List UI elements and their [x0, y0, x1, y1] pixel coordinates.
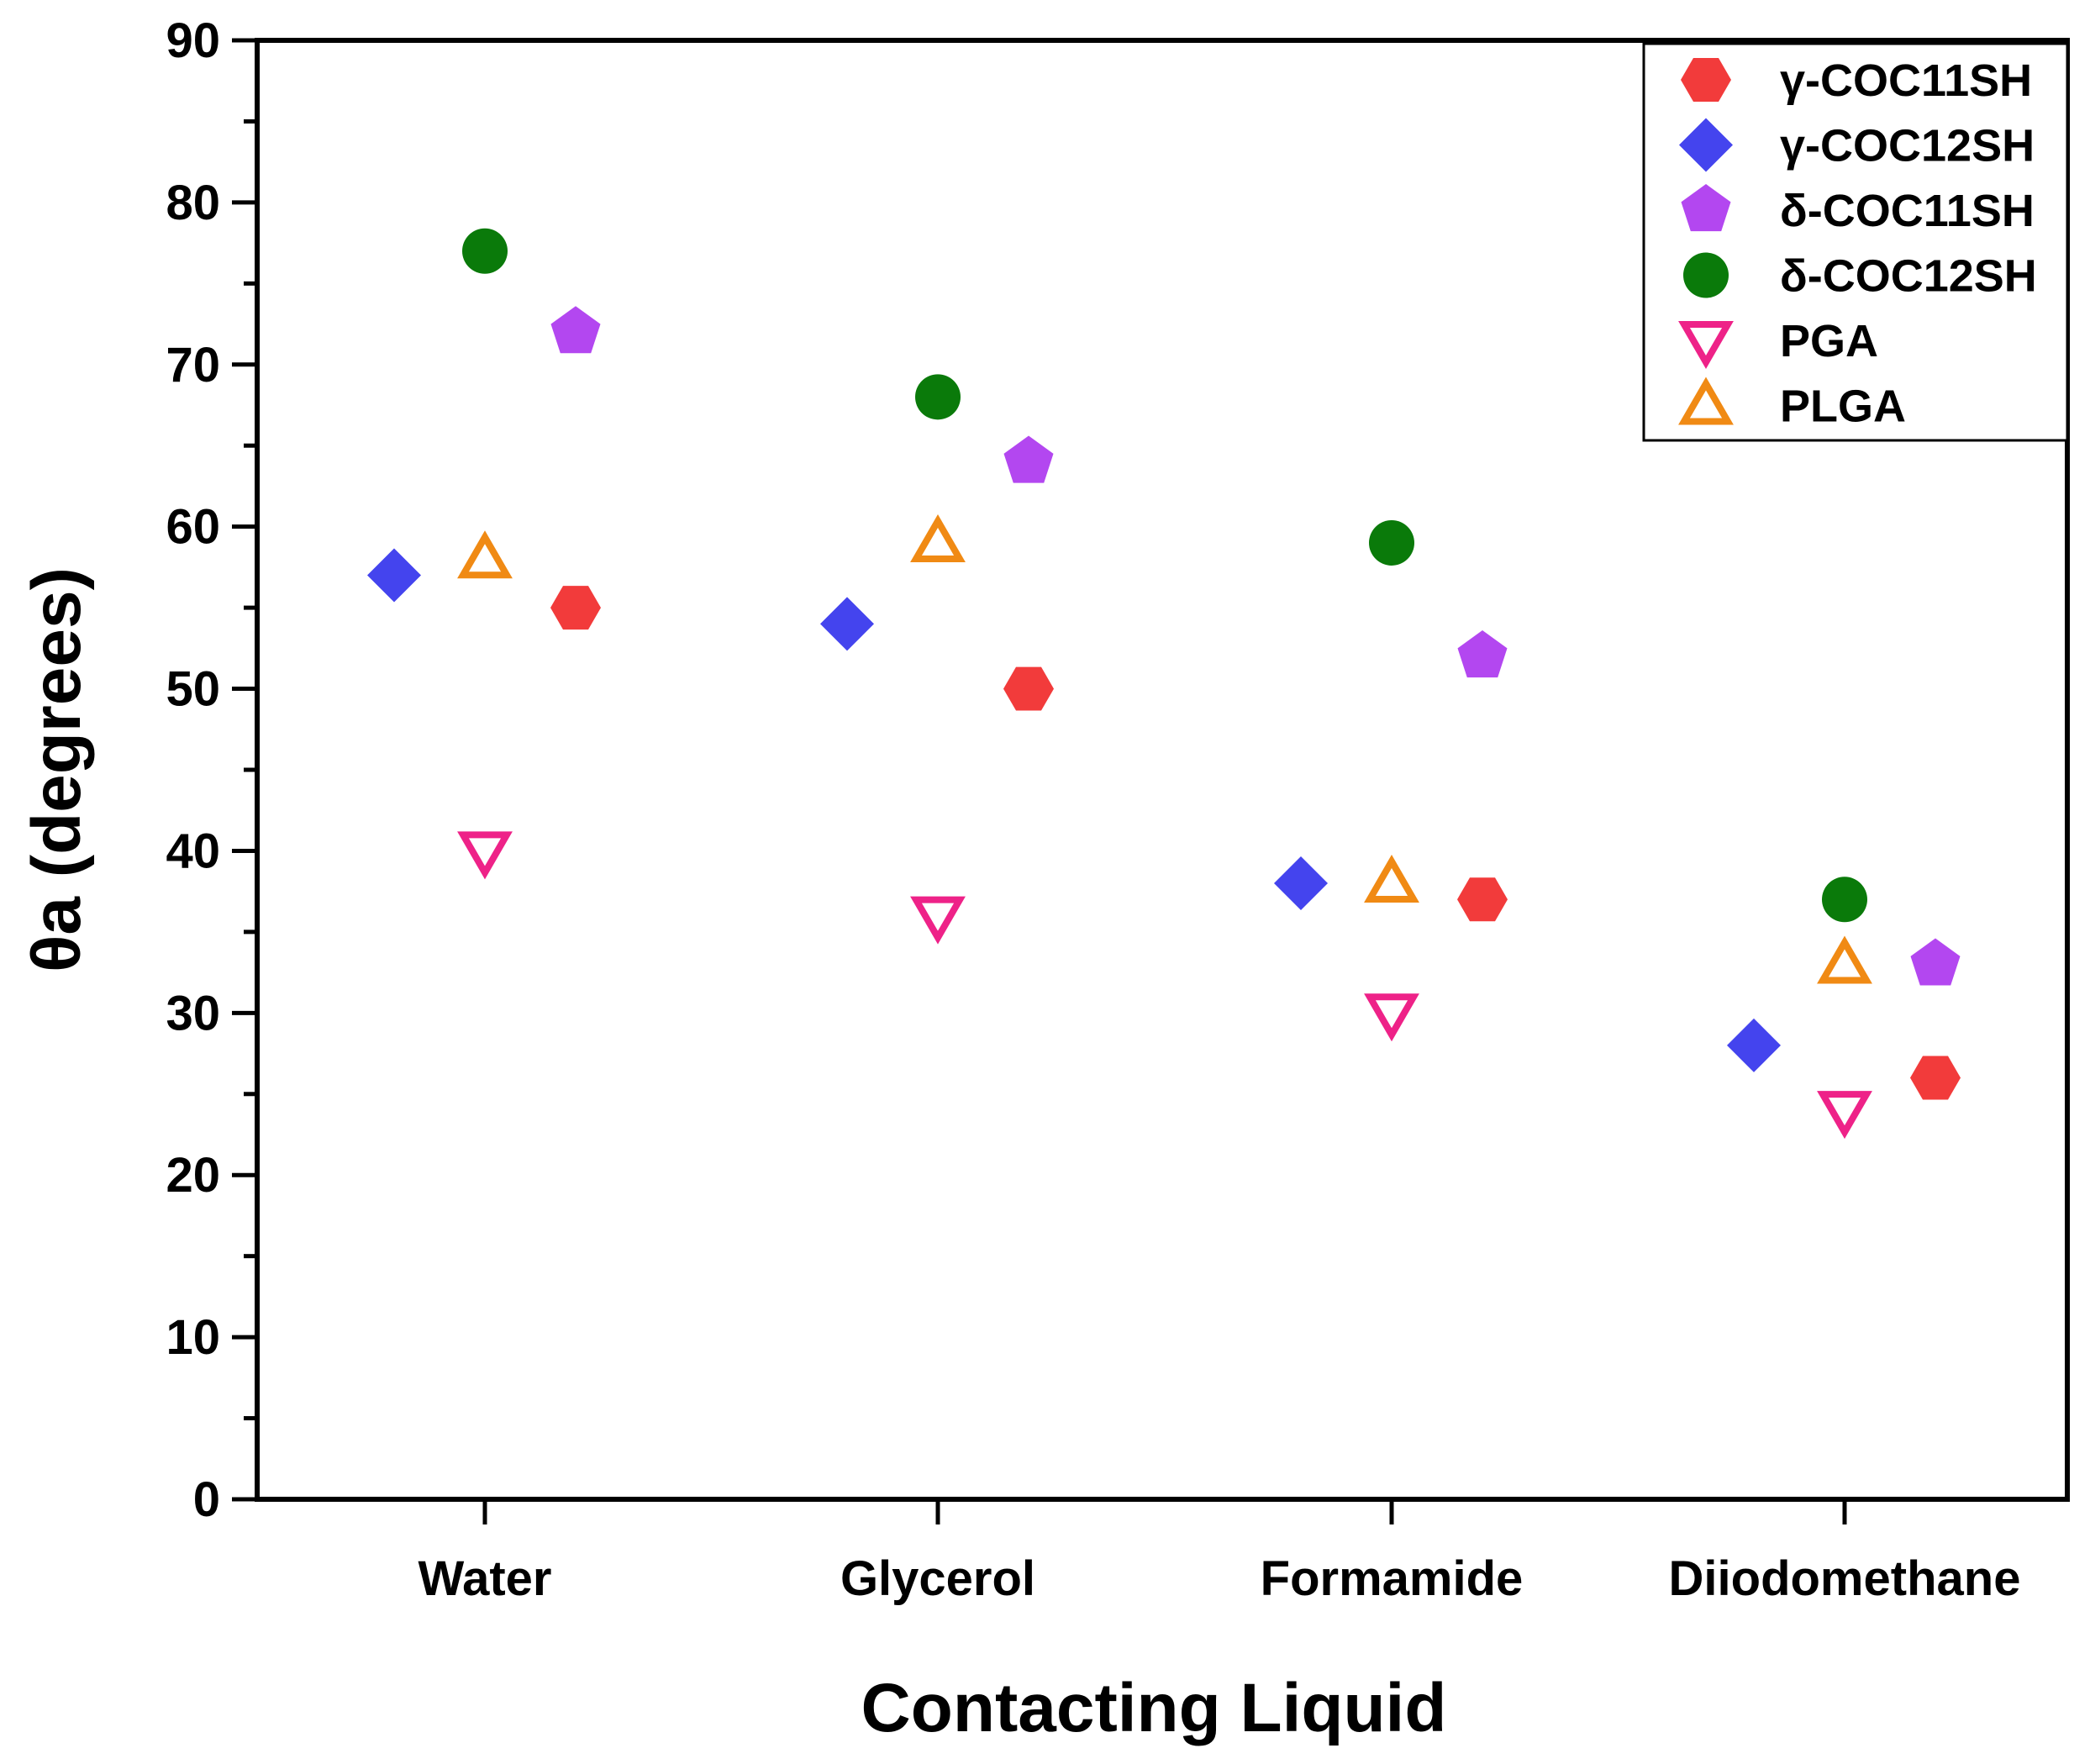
y-tick-label: 60 — [166, 500, 220, 555]
x-tick-label: Water — [419, 1551, 552, 1606]
data-point-coc11sh — [1003, 666, 1054, 711]
y-tick-label: 20 — [166, 1148, 220, 1203]
legend-marker-coc12sh — [1679, 118, 1733, 172]
data-point-coc11sh — [1457, 630, 1508, 678]
data-point-pga — [1817, 1091, 1872, 1140]
y-tick-label: 0 — [193, 1472, 220, 1527]
data-point-coc11sh — [1003, 435, 1054, 483]
legend-marker-pga — [1678, 321, 1734, 369]
legend-label: PGA — [1780, 316, 1878, 366]
x-tick-label: Formamide — [1261, 1551, 1524, 1606]
data-point-coc12sh — [1822, 877, 1867, 923]
data-point-coc12sh — [1727, 1018, 1781, 1072]
x-axis-title: Contacting Liquid — [861, 1670, 1447, 1746]
legend-box — [1642, 42, 2069, 442]
legend-marker-plga — [1678, 376, 1734, 425]
data-point-plga — [910, 514, 966, 562]
axes: 0 10 20 30 40 50 60 70 80 90 Water Glycerol Formamid… — [166, 13, 2070, 1606]
data-point-coc12sh — [367, 548, 421, 603]
data-point-pga — [1364, 993, 1419, 1042]
data-point-plga — [1364, 855, 1419, 903]
legend-label: γ-COC11SH — [1780, 55, 2032, 106]
data-point-coc11sh — [1910, 1056, 1961, 1100]
data-point-coc11sh — [550, 586, 601, 630]
data-point-coc11sh — [1910, 938, 1961, 986]
y-tick-label: 80 — [166, 176, 220, 230]
y-tick-label: 10 — [166, 1310, 220, 1365]
x-tick-label: Diiodomethane — [1669, 1551, 2021, 1606]
legend-label: γ-COC12SH — [1780, 121, 2035, 171]
legend-label: δ-COC11SH — [1780, 186, 2035, 236]
data-point-coc12sh — [820, 597, 874, 651]
data-point-coc11sh — [1457, 877, 1508, 922]
data-point-coc11sh — [550, 306, 601, 354]
y-tick-label: 70 — [166, 338, 220, 392]
legend-marker-coc11sh — [1681, 58, 1731, 102]
data-point-plga — [457, 530, 513, 579]
y-tick-label: 50 — [166, 662, 220, 717]
data-point-coc12sh — [1274, 856, 1328, 910]
legend-label: δ-COC12SH — [1780, 251, 2037, 302]
legend: γ-COC11SH γ-COC12SH δ-COC11SH δ-COC12SH PGA P… — [1642, 42, 2069, 442]
data-point-pga — [910, 896, 966, 945]
data-point-coc12sh — [462, 228, 508, 274]
legend-marker-coc11sh — [1681, 184, 1731, 232]
y-tick-label: 90 — [166, 13, 220, 68]
data-point-plga — [1817, 935, 1872, 984]
legend-label: PLGA — [1780, 382, 1906, 432]
x-tick-label: Glycerol — [840, 1551, 1035, 1606]
y-tick-label: 30 — [166, 986, 220, 1040]
data-points — [367, 228, 1961, 1140]
y-tick-label: 40 — [166, 824, 220, 878]
legend-marker-coc12sh — [1683, 252, 1729, 298]
y-axis-title: θa (degrees) — [18, 567, 95, 972]
data-point-coc12sh — [1369, 519, 1414, 566]
data-point-pga — [457, 831, 513, 880]
data-point-coc12sh — [915, 374, 961, 420]
